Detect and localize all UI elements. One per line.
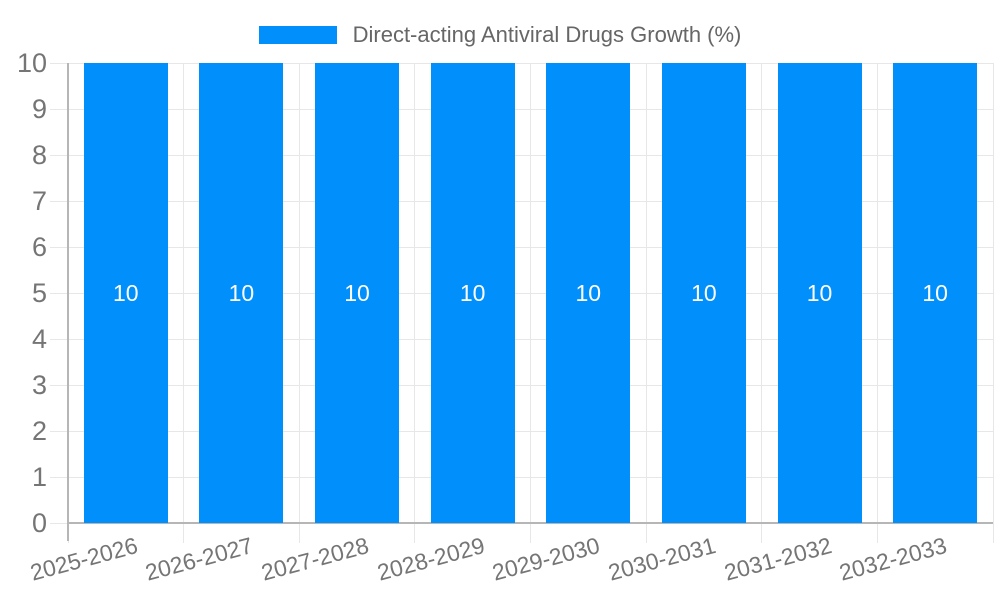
y-axis-tick-label: 2 xyxy=(31,416,47,446)
bar[interactable]: 10 xyxy=(83,63,168,523)
y-gridline xyxy=(50,384,993,386)
x-axis-tick-label: 2029-2030 xyxy=(489,532,603,586)
y-gridline xyxy=(50,154,993,156)
x-gridline xyxy=(530,63,531,543)
y-axis-tick-label: 1 xyxy=(31,462,47,492)
bar[interactable]: 10 xyxy=(661,63,746,523)
bar[interactable]: 10 xyxy=(199,63,284,523)
legend-swatch xyxy=(258,26,337,44)
x-axis-tick-label: 2026-2027 xyxy=(142,532,256,586)
bar-value-label: 10 xyxy=(922,279,948,306)
x-axis-tick-label: 2031-2032 xyxy=(721,532,835,586)
x-axis-tick-label: 2027-2028 xyxy=(258,532,372,586)
x-axis-line xyxy=(68,522,993,524)
y-gridline xyxy=(50,292,993,294)
y-gridline xyxy=(50,62,993,64)
x-gridline xyxy=(183,63,185,543)
y-axis-tick-label: 9 xyxy=(31,94,47,124)
x-axis-tick-label: 2025-2026 xyxy=(27,532,141,586)
bar[interactable]: 10 xyxy=(777,63,862,523)
bar[interactable]: 10 xyxy=(893,63,978,523)
bar[interactable]: 10 xyxy=(315,63,400,523)
chart-legend[interactable]: Direct-acting Antiviral Drugs Growth (%) xyxy=(0,20,1000,50)
bar-value-label: 10 xyxy=(575,279,602,306)
y-gridline xyxy=(50,108,993,110)
legend-label: Direct-acting Antiviral Drugs Growth (%) xyxy=(352,22,742,47)
y-axis-line xyxy=(67,63,69,541)
y-gridline xyxy=(50,430,993,432)
y-gridline xyxy=(50,338,993,340)
bar-value-label: 10 xyxy=(344,279,370,306)
y-axis-tick-label: 8 xyxy=(31,140,47,170)
y-axis-tick-label: 6 xyxy=(31,232,47,262)
y-gridline xyxy=(50,200,993,202)
y-axis-tick-label: 7 xyxy=(31,186,47,216)
x-gridline xyxy=(645,63,647,543)
y-axis-tick-label: 3 xyxy=(31,370,47,400)
bar-value-label: 10 xyxy=(806,279,833,306)
x-axis-tick-label: 2032-2033 xyxy=(836,532,950,586)
bar-value-label: 10 xyxy=(228,279,255,306)
y-axis-tick-label: 0 xyxy=(31,508,47,538)
bar[interactable]: 10 xyxy=(546,63,631,523)
x-axis-tick-label: 2030-2031 xyxy=(605,532,719,586)
x-axis-tick-label: 2028-2029 xyxy=(374,532,488,586)
y-axis-tick-label: 4 xyxy=(31,324,47,354)
bar-value-label: 10 xyxy=(691,279,717,306)
x-gridline xyxy=(992,63,994,543)
y-gridline xyxy=(50,476,993,478)
bar-value-label: 10 xyxy=(459,279,486,306)
x-gridline xyxy=(876,63,878,543)
x-gridline xyxy=(761,63,763,543)
y-gridline xyxy=(50,246,993,248)
x-gridline xyxy=(414,63,416,543)
x-gridline xyxy=(298,63,300,543)
bar[interactable]: 10 xyxy=(430,63,515,523)
y-axis-tick-label: 5 xyxy=(31,278,47,308)
bar-value-label: 10 xyxy=(113,279,139,306)
y-axis-tick-label: 10 xyxy=(16,48,47,78)
